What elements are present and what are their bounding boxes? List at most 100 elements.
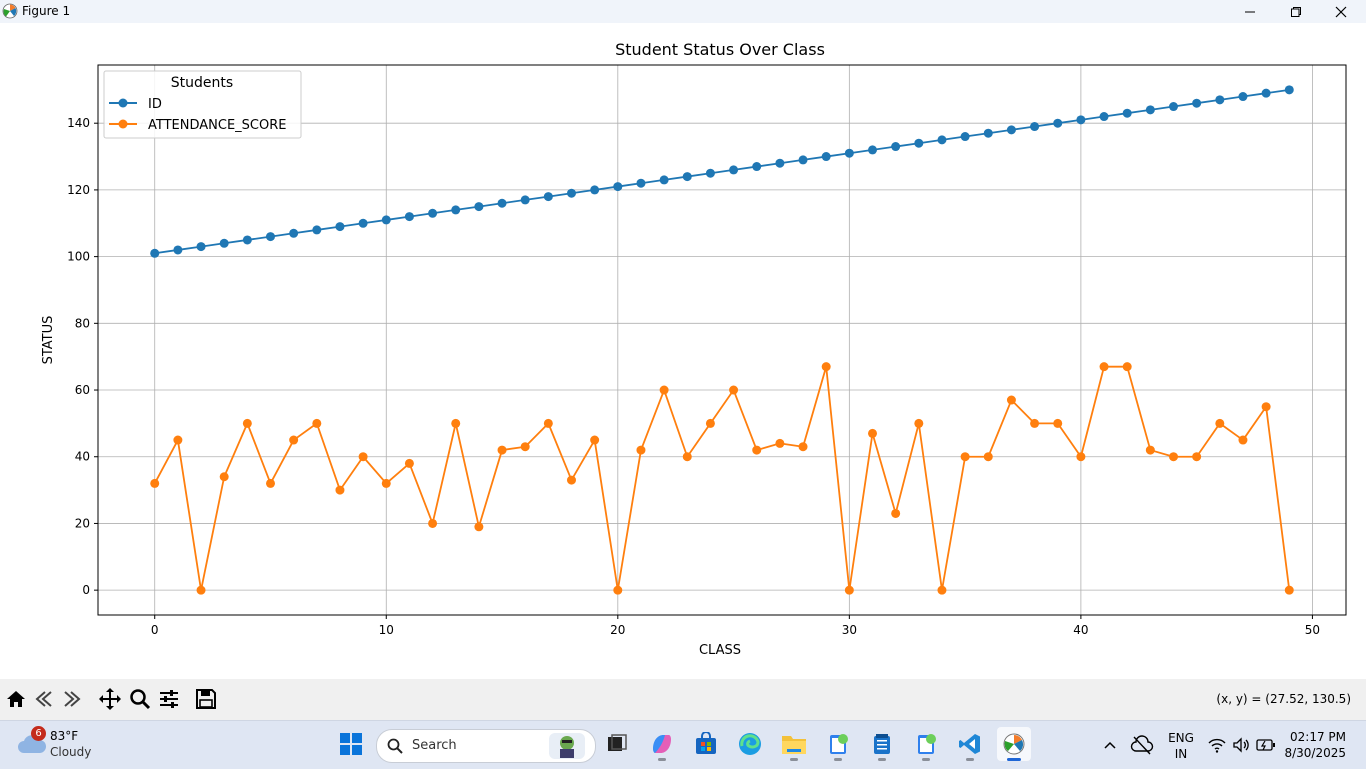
chevron-up-icon [1104,741,1116,749]
active-indicator [1007,758,1021,761]
taskbar-app-edge[interactable] [733,727,767,761]
figure-canvas[interactable]: 0 10 20 30 40 50 0 20 40 60 80 100 120 140 Student St… [0,23,1366,679]
data-point-id [705,168,715,178]
wifi-icon [1208,738,1226,753]
taskbar-app-file-explorer[interactable] [777,727,811,761]
x-axis-label: CLASS [699,643,741,658]
data-point-attendance-score [844,585,854,595]
minimize-button[interactable] [1227,0,1273,23]
zoom-icon [130,689,151,710]
data-point-id [242,235,252,245]
taskbar-app-store[interactable] [689,727,723,761]
legend-label-id: ID [148,97,162,112]
data-point-id [1192,98,1202,108]
taskbar-app-task-view[interactable] [600,727,634,761]
data-point-id [1215,95,1225,105]
data-point-id [937,135,947,145]
data-point-id [821,152,831,162]
data-point-attendance-score [868,428,878,438]
data-point-attendance-score [983,452,993,462]
data-point-attendance-score [775,438,785,448]
x-tick-label: 40 [1073,623,1088,637]
data-point-attendance-score [752,445,762,455]
system-tray-status[interactable] [1208,735,1278,755]
data-point-id [497,198,507,208]
close-icon [1335,6,1347,17]
taskbar-app-python-figure[interactable] [997,727,1031,761]
data-point-id [312,225,322,235]
cloud-offline-icon [1130,735,1154,755]
taskbar-app-copilot[interactable] [645,727,679,761]
data-point-attendance-score [1122,362,1132,372]
start-button[interactable] [334,727,368,761]
notepad-icon [830,734,848,754]
minimize-icon [1245,11,1255,12]
data-point-id [1099,112,1109,122]
legend[interactable]: Students ID ATTENDANCE_SCORE [103,70,302,139]
taskbar-search[interactable]: Search [376,729,596,763]
data-point-id [983,128,993,138]
data-point-attendance-score [428,518,438,528]
running-indicator [658,758,666,761]
taskbar-app-notepad-plus-2[interactable] [909,727,943,761]
clock[interactable]: 02:17 PM 8/30/2025 [1284,729,1346,761]
running-indicator [966,758,974,761]
volume-icon [1233,737,1249,753]
data-point-attendance-score [960,452,970,462]
data-point-attendance-score [1192,452,1202,462]
maximize-button[interactable] [1273,0,1319,23]
data-point-attendance-score [196,585,206,595]
y-tick-label: 0 [82,583,90,597]
matplotlib-icon [1003,733,1025,755]
language-indicator[interactable]: ENG IN [1168,730,1194,762]
data-point-id [173,245,183,255]
data-point-attendance-score [1215,418,1225,428]
pan-button[interactable] [96,685,124,713]
save-button[interactable] [192,685,220,713]
data-point-id [844,148,854,158]
series-layer [150,85,1294,595]
data-point-id [1261,88,1271,98]
data-point-id [613,182,623,192]
taskbar-app-notepad[interactable] [865,727,899,761]
forward-button[interactable] [58,685,86,713]
data-point-attendance-score [520,442,530,452]
search-label: Search [412,738,457,753]
show-hidden-icons-button[interactable] [1100,735,1120,755]
data-point-attendance-score [1006,395,1016,405]
edge-browser-icon [739,733,761,755]
data-point-attendance-score [381,478,391,488]
vscode-icon [959,734,980,754]
back-icon [35,691,52,707]
close-button[interactable] [1318,0,1364,23]
data-point-attendance-score [1053,418,1063,428]
restore-icon [1291,6,1301,17]
data-point-id [682,172,692,182]
back-button[interactable] [30,685,58,713]
weather-widget[interactable]: 6 83°F Cloudy [0,721,110,769]
series-line-attendance-score [153,365,1291,592]
data-point-id [543,192,553,202]
configure-icon [160,690,178,708]
taskbar-app-vscode[interactable] [953,727,987,761]
data-point-id [1284,85,1294,95]
legend-title: Students [171,75,233,91]
data-point-id [520,195,530,205]
data-point-attendance-score [150,478,160,488]
window-titlebar: Figure 1 [0,0,1366,23]
zoom-button[interactable] [126,685,154,713]
data-point-id [428,208,438,218]
data-point-id [914,138,924,148]
data-point-attendance-score [682,452,692,462]
y-tick-label: 60 [75,383,90,397]
taskbar-app-notepad-plus[interactable] [821,727,855,761]
onedrive-status[interactable] [1130,734,1154,756]
configure-subplots-button[interactable] [155,685,183,713]
data-point-attendance-score [729,385,739,395]
data-point-attendance-score [1145,445,1155,455]
home-button[interactable] [2,685,30,713]
running-indicator [922,758,930,761]
store-icon [696,732,716,754]
data-point-attendance-score [1099,362,1109,372]
running-indicator [878,758,886,761]
